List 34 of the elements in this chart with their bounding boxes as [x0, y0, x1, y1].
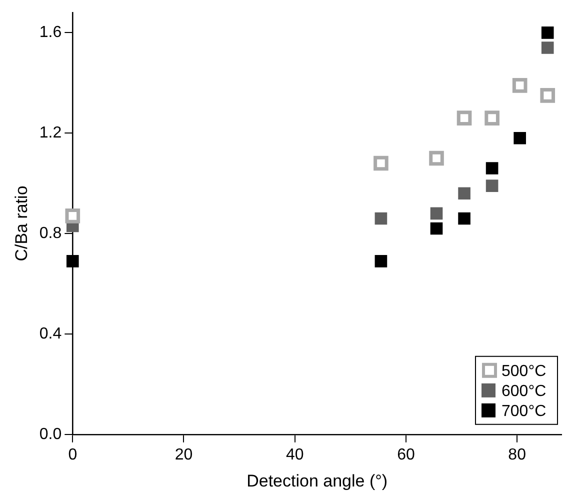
point: [374, 156, 388, 171]
point: [486, 180, 498, 192]
point: [456, 110, 472, 126]
y-tick-label: 0.8: [39, 224, 62, 242]
point: [458, 187, 470, 200]
point: [514, 132, 526, 144]
y-tick-label: 0.0: [39, 426, 62, 443]
legend-label: 500°C: [502, 362, 546, 380]
y-tick-label: 1.2: [39, 124, 62, 142]
point: [540, 88, 556, 103]
point: [429, 150, 444, 166]
point: [374, 255, 388, 268]
point: [66, 255, 79, 268]
y-axis-title: C/Ba ratio: [12, 186, 31, 262]
x-tick-label: 0: [68, 446, 78, 464]
x-tick-label: 60: [397, 446, 415, 464]
point: [458, 212, 470, 225]
point: [541, 42, 554, 54]
point: [484, 110, 500, 126]
x-axis-title: Detection angle (°): [246, 471, 388, 490]
x-tick-label: 40: [286, 446, 304, 464]
legend-label: 600°C: [502, 382, 546, 400]
point: [430, 207, 443, 220]
x-tick-label: 20: [174, 446, 193, 464]
legend-label: 700°C: [502, 402, 546, 420]
point: [486, 162, 498, 174]
y-tick-label: 0.4: [39, 325, 62, 342]
point: [512, 78, 528, 93]
point: [430, 222, 443, 235]
x-tick-label: 80: [508, 446, 526, 464]
y-tick-label: 1.6: [39, 24, 62, 42]
point: [374, 212, 388, 225]
point: [65, 208, 80, 224]
point: [541, 26, 554, 39]
